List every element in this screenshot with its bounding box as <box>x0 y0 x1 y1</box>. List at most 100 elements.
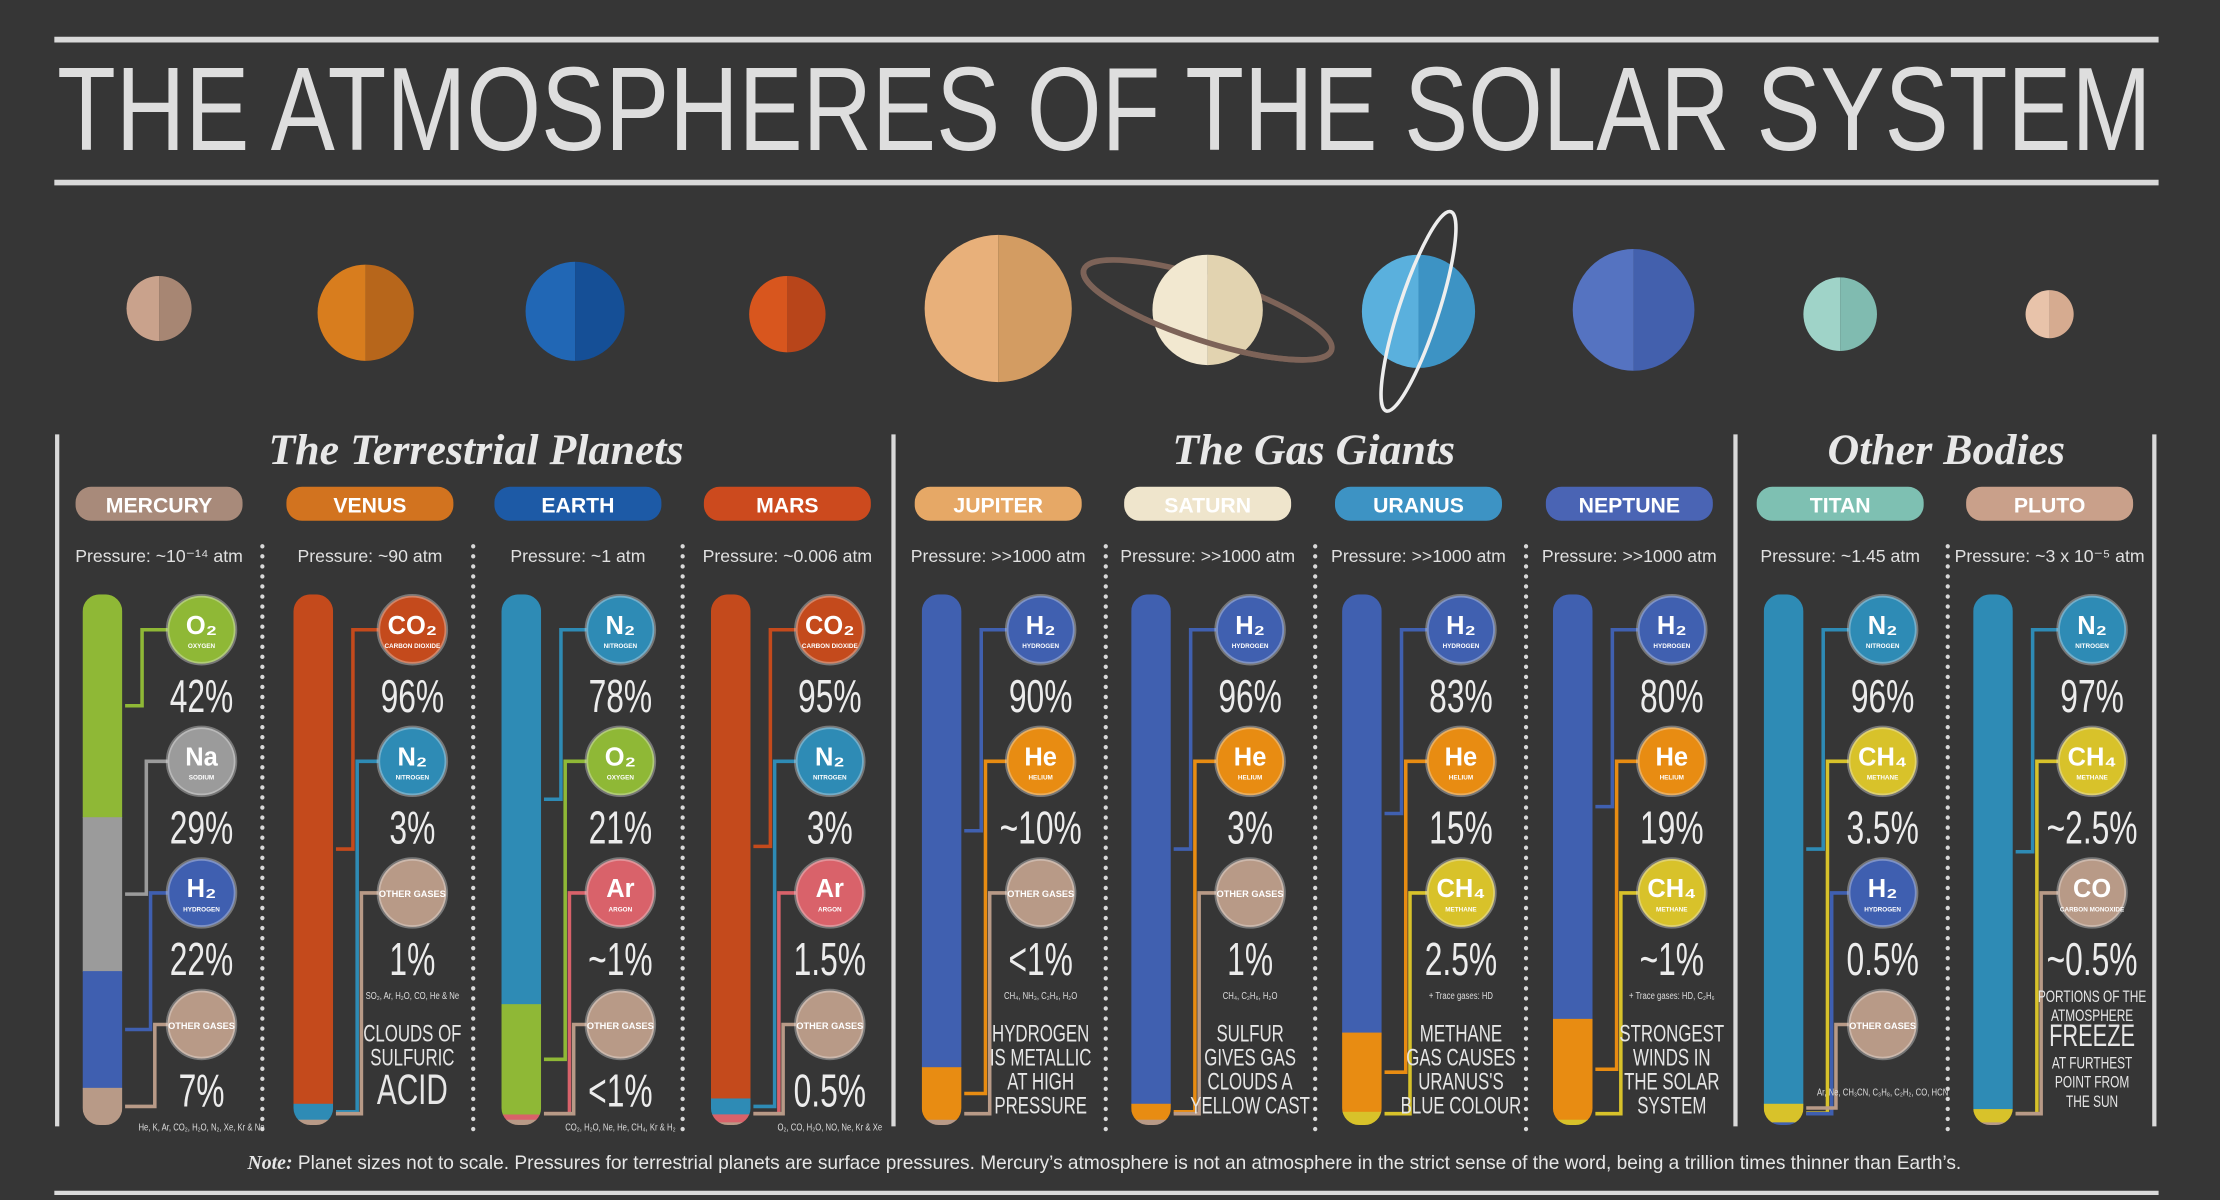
planet-name: MARS <box>756 494 818 517</box>
note-line: THE SUN <box>2066 1093 2118 1112</box>
note-line: AT HIGH <box>1007 1069 1074 1096</box>
planet-name: MERCURY <box>106 494 213 517</box>
gas-formula: OTHER GASES <box>1849 1021 1916 1031</box>
pressure: Pressure: ~90 atm <box>297 546 442 566</box>
note-line: AT FURTHEST <box>2052 1054 2133 1073</box>
gas-formula: O₂ <box>605 744 636 772</box>
connector <box>1595 891 1638 1116</box>
planet-left <box>126 275 160 342</box>
bar-segment <box>501 1004 542 1116</box>
gas-badge <box>165 593 238 666</box>
gas-formula: OTHER GASES <box>379 889 446 899</box>
gas-percent: 95% <box>798 671 862 722</box>
gas-percent: ~2.5% <box>2047 802 2138 853</box>
bar-segment <box>501 1114 542 1121</box>
gas-formula: H₂ <box>1446 612 1476 640</box>
planet-pill <box>75 486 243 521</box>
planet-pill <box>703 486 871 521</box>
planet-pill <box>914 486 1082 521</box>
saturn-ring-front <box>1080 268 1335 363</box>
connector <box>335 891 379 1116</box>
trace-gases: CH₄, C₂H₆, H₂O <box>1223 990 1278 1001</box>
pressure: Pressure: ~0.006 atm <box>703 546 872 566</box>
note-line: FREEZE <box>2049 1018 2135 1053</box>
gas-formula: He <box>1445 744 1478 772</box>
gas-percent: 3% <box>389 802 435 853</box>
gas-percent: 90% <box>1009 671 1073 722</box>
planet-right <box>1633 249 1695 371</box>
connector <box>125 627 168 708</box>
pressure: Pressure: >>1000 atm <box>1120 546 1295 566</box>
planet-name: NEPTUNE <box>1579 494 1680 517</box>
footnote-lead: Note: <box>246 1152 292 1174</box>
bar-segment <box>501 1119 542 1125</box>
planet-left <box>1361 254 1419 368</box>
gas-badge <box>1214 593 1286 666</box>
gas-percent: ~1% <box>588 934 652 985</box>
gas-name: HYDROGEN <box>183 906 220 913</box>
gas-formula: He <box>1656 744 1689 772</box>
planet-pill <box>1545 486 1713 521</box>
bar <box>293 594 334 1125</box>
gas-percent: 29% <box>170 802 234 853</box>
planet-right <box>1418 254 1476 368</box>
gas-name: NITROGEN <box>1866 643 1900 650</box>
connector <box>964 891 1007 1116</box>
planet-right <box>787 275 826 353</box>
bar-segment <box>1763 594 1804 1105</box>
gas-badge <box>1214 857 1286 929</box>
gas-name: HYDROGEN <box>1864 906 1901 913</box>
planet-right <box>575 261 625 361</box>
pressure: Pressure: >>1000 atm <box>1331 546 1506 566</box>
bar-segment <box>1763 1103 1804 1124</box>
gas-percent: 78% <box>589 671 653 722</box>
note-line: PORTIONS OF THE <box>2038 988 2147 1007</box>
gas-name: CARBON DIOXIDE <box>384 643 440 650</box>
gas-percent: 2.5% <box>1425 934 1497 985</box>
bar-segment <box>921 1067 962 1121</box>
planet-left <box>1572 249 1634 371</box>
gas-badge <box>1636 725 1708 798</box>
gas-percent: ~1% <box>1640 934 1704 985</box>
section-title: The Terrestrial Planets <box>269 426 684 474</box>
gas-name: HYDROGEN <box>1443 643 1480 650</box>
gas-badge <box>1004 725 1077 798</box>
planet-pill <box>494 486 662 521</box>
note-line: HYDROGEN <box>992 1021 1089 1048</box>
gas-formula: CO₂ <box>388 612 438 640</box>
gas-percent: 80% <box>1640 671 1704 722</box>
gas-name: NITROGEN <box>813 775 847 782</box>
connector <box>1173 627 1217 851</box>
connector <box>964 627 1007 833</box>
bar-segment <box>1973 1122 2013 1125</box>
connector <box>1806 1022 1849 1110</box>
gas-name: ARGON <box>609 906 633 913</box>
bar-segment <box>921 594 962 1068</box>
connector <box>753 627 796 849</box>
note-line: ACID <box>377 1066 448 1114</box>
planet-pill <box>1124 486 1292 521</box>
planet-left <box>1803 277 1841 351</box>
gas-name: METHANE <box>2076 775 2107 782</box>
gas-formula: H₂ <box>1235 612 1265 640</box>
bar-segment <box>710 1098 751 1116</box>
planet-name: TITAN <box>1810 494 1871 517</box>
bar <box>1552 594 1593 1125</box>
gas-formula: Ar <box>816 875 844 903</box>
title: THE ATMOSPHERES OF THE SOLAR SYSTEM <box>57 43 2151 176</box>
gas-badge <box>1636 857 1708 929</box>
connector <box>753 759 796 1109</box>
gas-formula: CH₄ <box>1858 744 1907 772</box>
gas-percent: ~10% <box>1000 802 1082 853</box>
connector <box>543 759 587 1062</box>
connector <box>964 759 1007 1096</box>
gas-badge <box>1425 857 1497 929</box>
gas-percent: 0.5% <box>794 1066 866 1117</box>
connector <box>1595 759 1638 1072</box>
gas-badge <box>1425 725 1497 798</box>
trace-gases: Ar, Ne, CH₃CN, C₃H₈, C₂H₂, CO, HCN <box>1817 1086 1948 1097</box>
gas-formula: N₂ <box>2077 612 2107 640</box>
gas-name: HYDROGEN <box>1232 643 1269 650</box>
bar-segment <box>1131 1119 1171 1125</box>
gas-percent: 83% <box>1429 671 1493 722</box>
